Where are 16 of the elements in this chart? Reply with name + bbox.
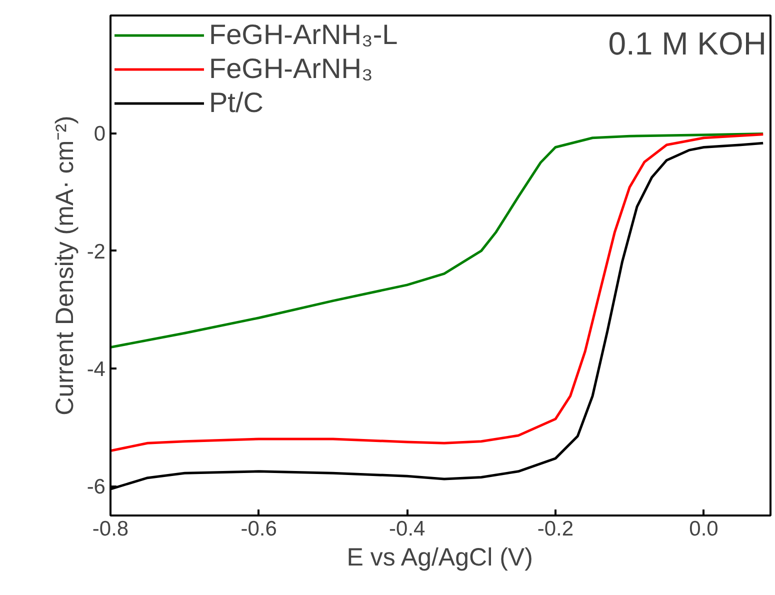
x-axis-title: E vs Ag/AgCl (V) [346, 544, 533, 572]
legend-label: Pt/C [209, 87, 264, 119]
x-tick-label: -0.8 [92, 518, 129, 540]
y-tick-label: 0 [94, 122, 106, 146]
annotation: 0.1 M KOH [608, 26, 766, 62]
x-tick-label: 0.0 [689, 518, 718, 540]
x-tick-label: -0.2 [537, 518, 574, 540]
x-tick-label: -0.6 [240, 518, 277, 540]
legend-label: FeGH-ArNH₃-L [209, 19, 398, 51]
y-tick-label: -6 [86, 476, 106, 499]
y-tick-label: -2 [86, 240, 106, 264]
line-series [110, 132, 764, 349]
y-tick-label: -4 [86, 358, 106, 381]
x-tick-label: -0.4 [389, 518, 426, 540]
legend-label: FeGH-ArNH₃ [209, 53, 373, 85]
y-axis-title: Current Density (mA· cm⁻²) [50, 116, 79, 416]
